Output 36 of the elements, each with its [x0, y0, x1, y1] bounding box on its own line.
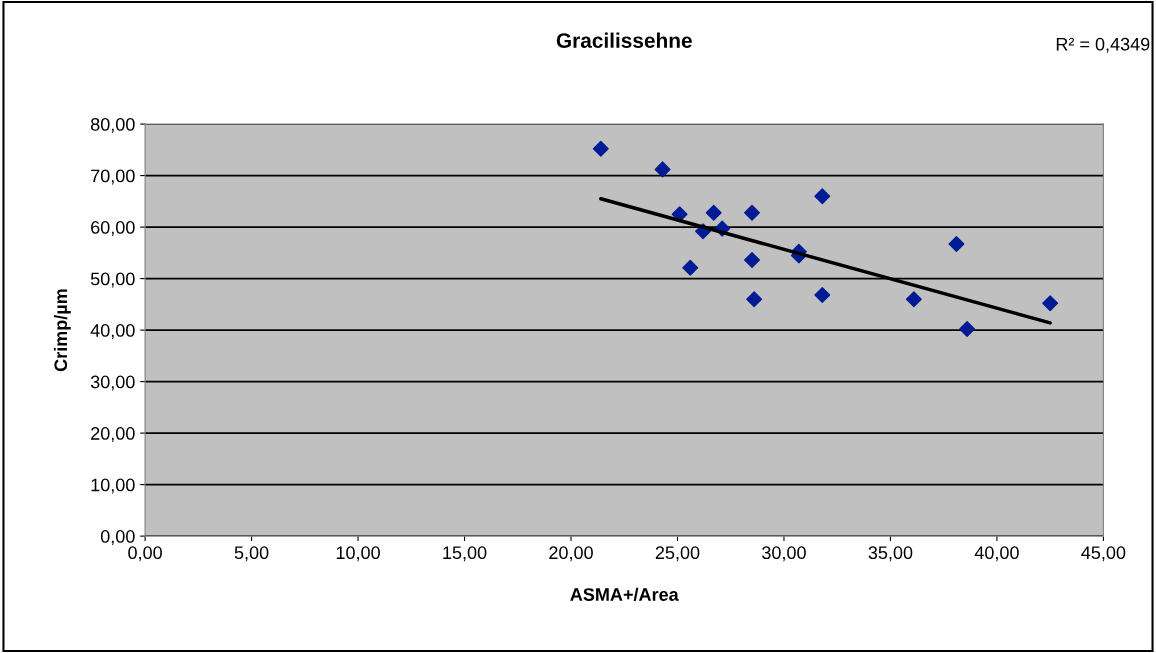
y-axis-title: Crimp/µm — [53, 289, 71, 372]
x-tick-label: 5,00 — [234, 546, 269, 562]
x-tick-label: 20,00 — [549, 546, 593, 562]
point — [744, 204, 760, 221]
x-tick-label: 25,00 — [655, 546, 700, 562]
y-tick-label: 20,00 — [91, 427, 135, 442]
point — [814, 287, 831, 304]
x-tick-label: 45,00 — [1081, 546, 1126, 562]
point — [948, 236, 965, 253]
chart-title: Gracilissehne — [556, 32, 692, 48]
x-tick-label: 30,00 — [762, 546, 806, 562]
y-tick-label: 60,00 — [91, 221, 135, 236]
x-tick-label: 0,00 — [128, 546, 162, 562]
point — [746, 291, 763, 308]
y-tick-label: 10,00 — [91, 478, 135, 494]
point — [654, 161, 671, 178]
text: R² = 0,4349 — [1056, 37, 1150, 53]
x-tick-label: 15,00 — [443, 546, 487, 562]
point — [1042, 295, 1059, 312]
x-tick-label: 10,00 — [336, 546, 380, 562]
point — [682, 259, 699, 276]
y-tick-label: 40,00 — [90, 324, 135, 339]
y-tick-label: 50,00 — [90, 272, 135, 288]
y-tick-label: 70,00 — [91, 169, 135, 185]
y-tick-label: 80,00 — [90, 118, 135, 133]
point — [705, 204, 722, 221]
x-axis-title: ASMA+/Area — [570, 587, 679, 602]
y-tick-label: 0,00 — [100, 530, 135, 545]
y-tick-label: 30,00 — [90, 375, 135, 391]
point — [744, 252, 760, 269]
point — [959, 321, 976, 338]
x-tick-label: 35,00 — [868, 546, 913, 562]
point — [814, 188, 831, 205]
point — [592, 140, 609, 157]
x-tick-label: 40,00 — [974, 546, 1019, 562]
point — [905, 291, 922, 308]
